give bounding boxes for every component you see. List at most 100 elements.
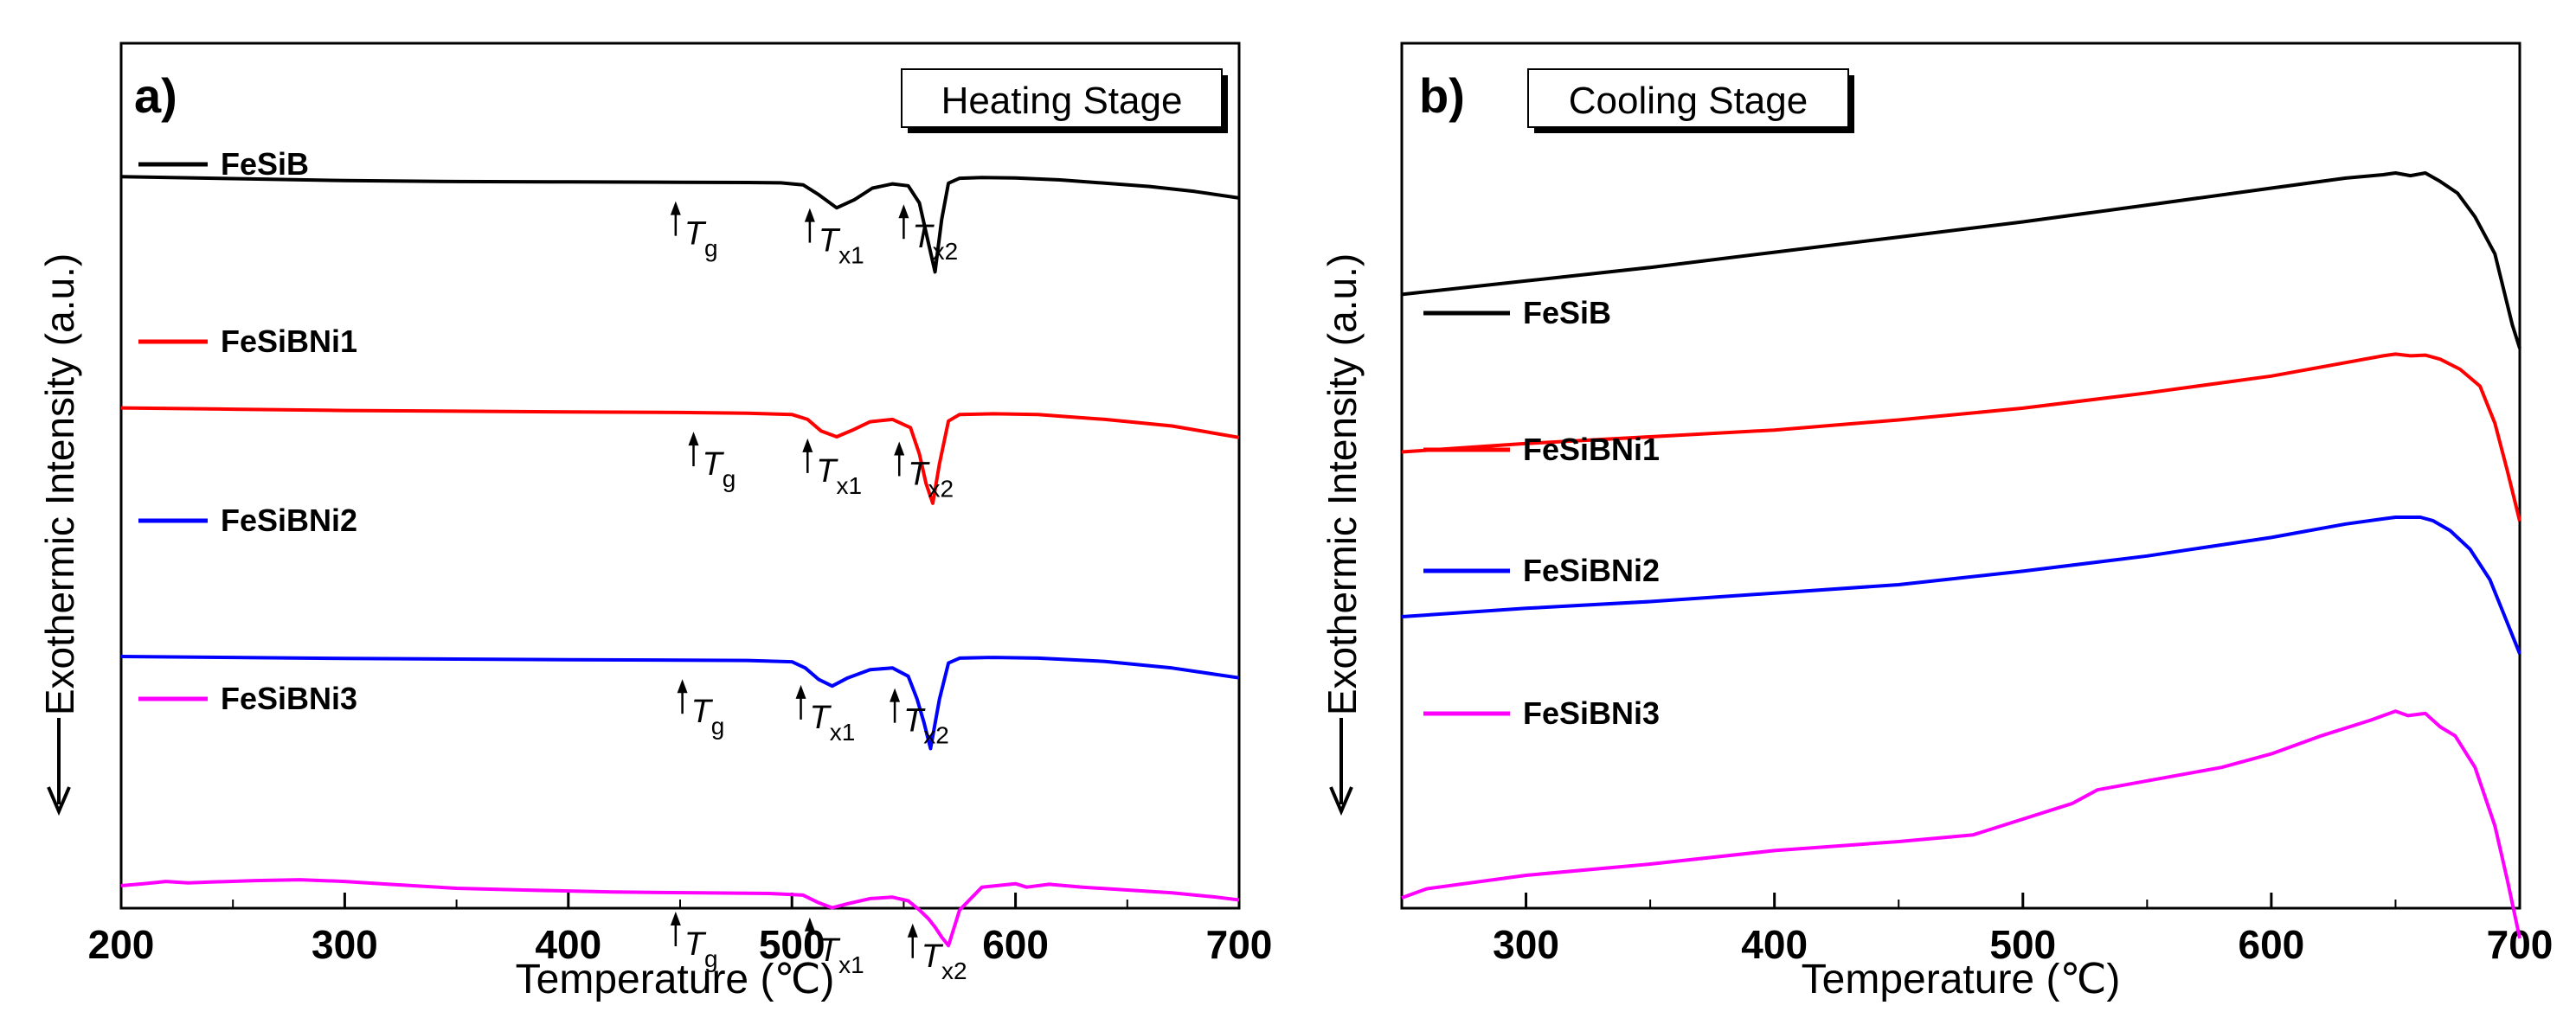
annotation-sub: x2 <box>941 957 967 984</box>
annotation-sub: x2 <box>933 238 959 265</box>
annotation-t: T <box>903 703 926 740</box>
annotation-t: T <box>819 932 841 969</box>
legend-label: FeSiBNi2 <box>1523 553 1660 588</box>
annotation-sub: g <box>711 713 725 740</box>
legend-label: FeSiB <box>221 146 309 182</box>
series-group-a <box>120 175 1240 948</box>
annotation-sub: x1 <box>837 472 863 499</box>
annotation-marker: Tx2 <box>890 688 949 749</box>
annotation-t: T <box>684 926 707 963</box>
x-tick-label: 300 <box>1493 922 1559 967</box>
annotation-marker: Tx1 <box>802 438 862 499</box>
x-tick-label: 600 <box>2239 922 2305 967</box>
y-axis-title-b: Exothermic Intensity (a.u.) <box>1320 253 1365 715</box>
annotation-t: T <box>691 694 714 730</box>
legend-label: FeSiBNi1 <box>221 323 357 359</box>
annotation-label: Tg <box>684 216 718 262</box>
annotation-t: T <box>684 216 707 253</box>
series-line-fesibni2 <box>1401 516 2521 655</box>
stage-label-a: Heating Stage <box>941 80 1183 122</box>
arrow-head-icon <box>802 438 813 452</box>
x-axis-title-b: Temperature (℃) <box>1802 957 2121 1002</box>
plot-frame-b <box>1400 42 2521 910</box>
arrow-head-icon <box>670 201 681 215</box>
annotation-label: Tx1 <box>819 932 864 978</box>
annotation-t: T <box>908 456 930 492</box>
series-group-b <box>1401 171 2521 939</box>
series-line-fesibni3 <box>1401 709 2521 939</box>
series-line-fesib <box>120 175 1240 274</box>
arrow-head-icon <box>898 204 909 219</box>
annotation-marker: Tx1 <box>804 917 864 978</box>
annotation-t: T <box>912 219 935 255</box>
series-line-fesib <box>1401 171 2521 349</box>
legend-label: FeSiBNi2 <box>221 503 357 538</box>
legend-a: FeSiB FeSiBNi1 FeSiBNi2 FeSiBNi3 <box>138 146 357 716</box>
arrow-head-icon <box>688 432 699 446</box>
annotation-sub: x1 <box>838 951 864 978</box>
panel-label-a: a) <box>134 68 177 123</box>
arrow-head-icon <box>670 912 681 926</box>
annotation-marker: Tx1 <box>804 208 864 269</box>
legend-label: FeSiB <box>1523 295 1611 330</box>
annotation-t: T <box>819 223 841 259</box>
x-tick-label: 700 <box>2487 922 2554 967</box>
annotation-sub: g <box>723 465 736 492</box>
plot-frame-a <box>119 42 1241 910</box>
annotation-marker: Tg <box>677 679 725 740</box>
arrow-head-icon <box>907 923 918 938</box>
annotation-t: T <box>922 938 944 975</box>
annotation-t: T <box>816 453 838 490</box>
x-ticks-a: 200 300 400 500 600 700 <box>88 893 1273 967</box>
legend-label: FeSiBNi3 <box>1523 695 1660 731</box>
annotation-t: T <box>703 446 725 483</box>
arrow-head-icon <box>795 684 806 699</box>
annotation-sub: x1 <box>830 719 856 746</box>
stage-box-b <box>1527 68 1849 128</box>
annotation-label: Tx1 <box>816 453 862 499</box>
arrow-head-icon <box>804 208 815 222</box>
x-ticks-b: 300 400 500 600 700 <box>1401 893 2554 967</box>
x-tick-label: 400 <box>535 922 601 967</box>
y-axis-title-a: Exothermic Intensity (a.u.) <box>37 253 82 715</box>
x-tick-label: 400 <box>1741 922 1808 967</box>
annotation-marker: Tx1 <box>795 684 856 746</box>
annotation-marker: Tx2 <box>898 204 958 265</box>
annotation-label: Tx2 <box>922 938 967 984</box>
legend-label: FeSiBNi3 <box>221 681 357 716</box>
annotation-label: Tx2 <box>908 456 954 502</box>
annotation-marker: Tx2 <box>894 441 954 502</box>
annotation-marker: Tg <box>688 432 736 492</box>
panel-label-b: b) <box>1419 68 1465 123</box>
annotation-label: Tg <box>684 926 718 972</box>
stage-label-b: Cooling Stage <box>1569 80 1808 122</box>
series-line-fesibni1 <box>1401 352 2521 522</box>
x-tick-label: 200 <box>88 922 155 967</box>
x-tick-label: 700 <box>1206 922 1273 967</box>
x-axis-title-a: Temperature (℃) <box>516 957 835 1002</box>
annotation-sub: x2 <box>928 475 954 502</box>
series-line-fesibni2 <box>120 655 1240 751</box>
annotation-sub: g <box>704 235 718 262</box>
arrow-head-icon <box>804 917 815 932</box>
series-line-fesibni3 <box>120 878 1240 948</box>
annotation-label: Tx2 <box>903 703 949 749</box>
x-tick-label: 600 <box>982 922 1049 967</box>
down-arrow-icon <box>1329 718 1353 816</box>
legend-label: FeSiBNi1 <box>1523 432 1660 467</box>
annotation-label: Tx1 <box>819 223 864 269</box>
stage-box-a <box>901 68 1223 128</box>
annotation-label: Tg <box>703 446 736 492</box>
legend-b: FeSiB FeSiBNi1 FeSiBNi2 FeSiBNi3 <box>1423 295 1660 731</box>
down-arrow-icon <box>47 718 71 816</box>
annotation-t: T <box>810 700 832 736</box>
annotation-sub: g <box>704 945 718 972</box>
annotation-label: Tx2 <box>912 219 958 265</box>
arrow-head-icon <box>894 441 905 456</box>
annotation-sub: x1 <box>838 242 864 269</box>
annotation-marker: Tg <box>670 912 718 972</box>
x-tick-label: 300 <box>312 922 378 967</box>
